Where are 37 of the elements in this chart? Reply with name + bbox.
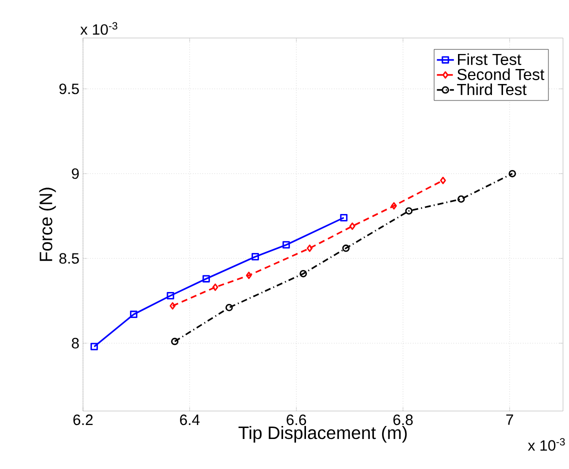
point bbox=[342, 244, 350, 252]
point bbox=[225, 304, 233, 312]
point bbox=[405, 207, 413, 215]
point bbox=[300, 270, 307, 278]
x-axis-title: Tip Displacement (m) bbox=[238, 426, 407, 443]
y-tick-label: 8 bbox=[72, 338, 79, 348]
text: x 10$^{-3}$ bbox=[528, 438, 565, 451]
x-tick-label: 6.4 bbox=[180, 414, 200, 426]
y-tick-label: 8.5 bbox=[59, 253, 79, 264]
point bbox=[440, 176, 446, 184]
point bbox=[130, 310, 138, 318]
legend-label: First Test bbox=[458, 53, 522, 66]
y-tick-label: 9.5 bbox=[59, 84, 79, 94]
point bbox=[306, 244, 313, 252]
legend-label: Third Test bbox=[457, 83, 527, 96]
point bbox=[282, 241, 290, 249]
point bbox=[340, 214, 348, 222]
x-tick-label: 6.2 bbox=[73, 414, 93, 426]
legend-label: Second Test bbox=[457, 68, 544, 80]
point bbox=[349, 222, 356, 230]
point bbox=[202, 275, 210, 282]
point bbox=[166, 292, 174, 300]
point bbox=[252, 253, 259, 260]
y-axis-title: Force (N) bbox=[39, 188, 56, 261]
y-tick-label: 9 bbox=[72, 168, 79, 179]
point bbox=[170, 302, 176, 310]
x-tick-label: 7 bbox=[506, 414, 514, 425]
point bbox=[90, 342, 98, 350]
text: x 10$^{-3}$ bbox=[80, 22, 118, 35]
x-tick-label: 6.8 bbox=[393, 414, 413, 426]
point bbox=[246, 272, 252, 280]
point bbox=[390, 202, 397, 210]
x-tick-label: 6.6 bbox=[286, 414, 306, 426]
point bbox=[457, 195, 465, 203]
point bbox=[508, 170, 516, 178]
point bbox=[212, 284, 218, 291]
point bbox=[171, 338, 178, 346]
